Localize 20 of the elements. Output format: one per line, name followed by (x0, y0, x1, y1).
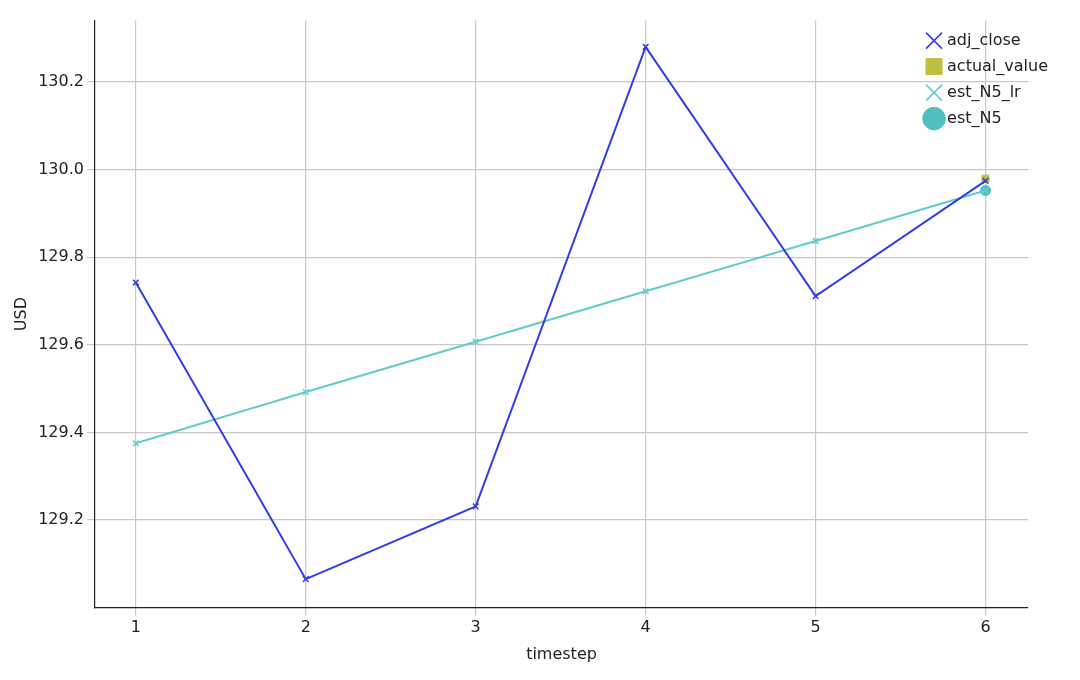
y-tick-label: 129.2 (38, 509, 84, 529)
legend-label: actual_value (947, 55, 1048, 76)
point (811, 237, 820, 245)
x-axis-title: timestep (526, 643, 597, 663)
x-tick-label: 5 (810, 617, 821, 637)
point (472, 338, 480, 346)
legend-label: adj_close (947, 29, 1021, 50)
y-tick-label: 130.2 (38, 71, 84, 91)
x-tick-label: 4 (640, 617, 651, 637)
x-tick-label: 2 (300, 617, 311, 637)
y-tick-label: 129.4 (38, 421, 84, 441)
x-tick-label: 3 (470, 617, 481, 637)
y-axis-title: USD (10, 297, 30, 332)
x-tick-label: 1 (130, 617, 141, 637)
legend-label: est_N5 (947, 107, 1002, 128)
legend-label: est_N5_lr (947, 81, 1022, 102)
y-tick-label: 129.8 (38, 246, 84, 266)
x-tick-label: 6 (980, 617, 991, 637)
y-tick-label: 130.0 (38, 158, 84, 178)
y-tick-label: 129.6 (38, 333, 84, 353)
